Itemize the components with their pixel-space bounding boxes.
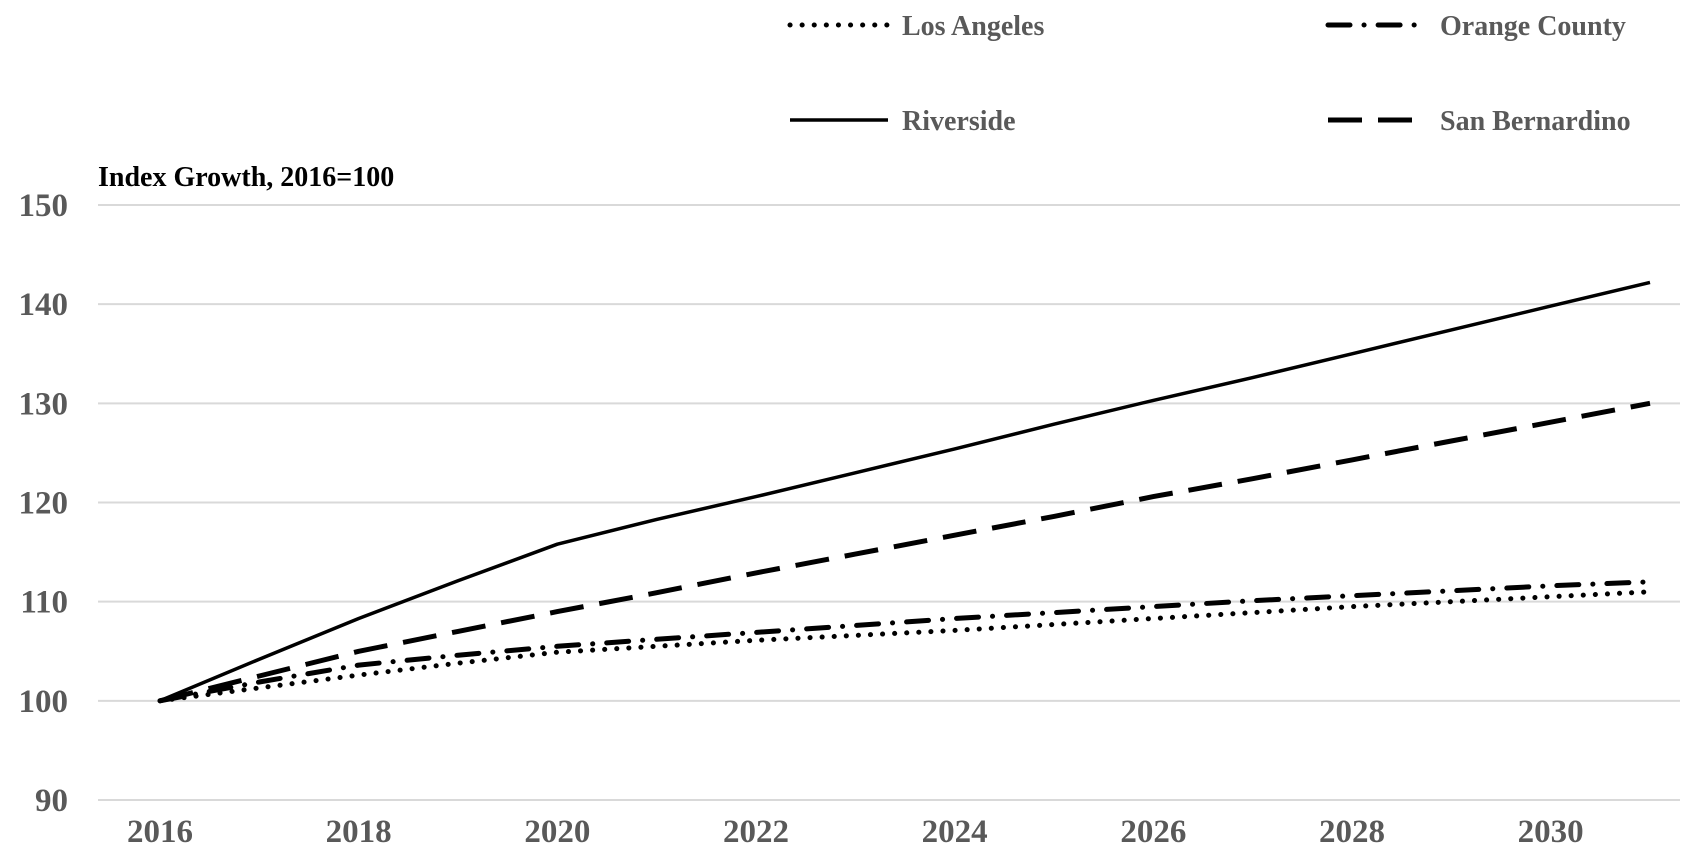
legend-label: San Bernardino (1440, 106, 1631, 137)
x-tick-label: 2018 (326, 814, 392, 850)
series-lines (157, 280, 1653, 704)
series-line-san-bernardino (159, 400, 1651, 704)
series-line-orange-county (157, 579, 1653, 704)
y-tick-label: 150 (19, 188, 69, 224)
series-line-los-angeles (157, 589, 1653, 704)
series-line-riverside (159, 280, 1651, 703)
y-tick-label: 120 (19, 486, 69, 522)
x-tick-label: 2030 (1518, 814, 1584, 850)
y-axis-label: Index Growth, 2016=100 (98, 162, 394, 193)
x-tick-label: 2016 (127, 814, 193, 850)
legend-item-los-angeles: Los Angeles (787, 11, 1044, 42)
legend-item-orange-county: Orange County (1325, 11, 1626, 42)
x-axis-ticks: 2016 2018 2020 2022 2024 2026 2028 2030 (127, 814, 1584, 850)
x-tick-label: 2024 (922, 814, 988, 850)
legend-item-riverside: Riverside (790, 106, 1016, 137)
x-tick-label: 2022 (723, 814, 789, 850)
y-tick-label: 130 (19, 386, 69, 422)
legend-label: Orange County (1440, 11, 1626, 42)
y-tick-label: 110 (20, 585, 68, 621)
legend-item-san-bernardino: San Bernardino (1328, 106, 1631, 137)
y-tick-label: 100 (19, 684, 69, 720)
y-axis-ticks: 90 100 110 120 130 140 150 (19, 188, 69, 819)
y-tick-label: 140 (19, 287, 69, 323)
legend: Los Angeles Orange County Riverside San Ber… (787, 11, 1631, 137)
x-tick-label: 2028 (1319, 814, 1385, 850)
gridlines (98, 204, 1680, 801)
x-tick-label: 2020 (524, 814, 590, 850)
legend-label: Los Angeles (902, 11, 1044, 42)
legend-label: Riverside (902, 106, 1016, 137)
x-tick-label: 2026 (1120, 814, 1186, 850)
y-tick-label: 90 (35, 783, 68, 819)
